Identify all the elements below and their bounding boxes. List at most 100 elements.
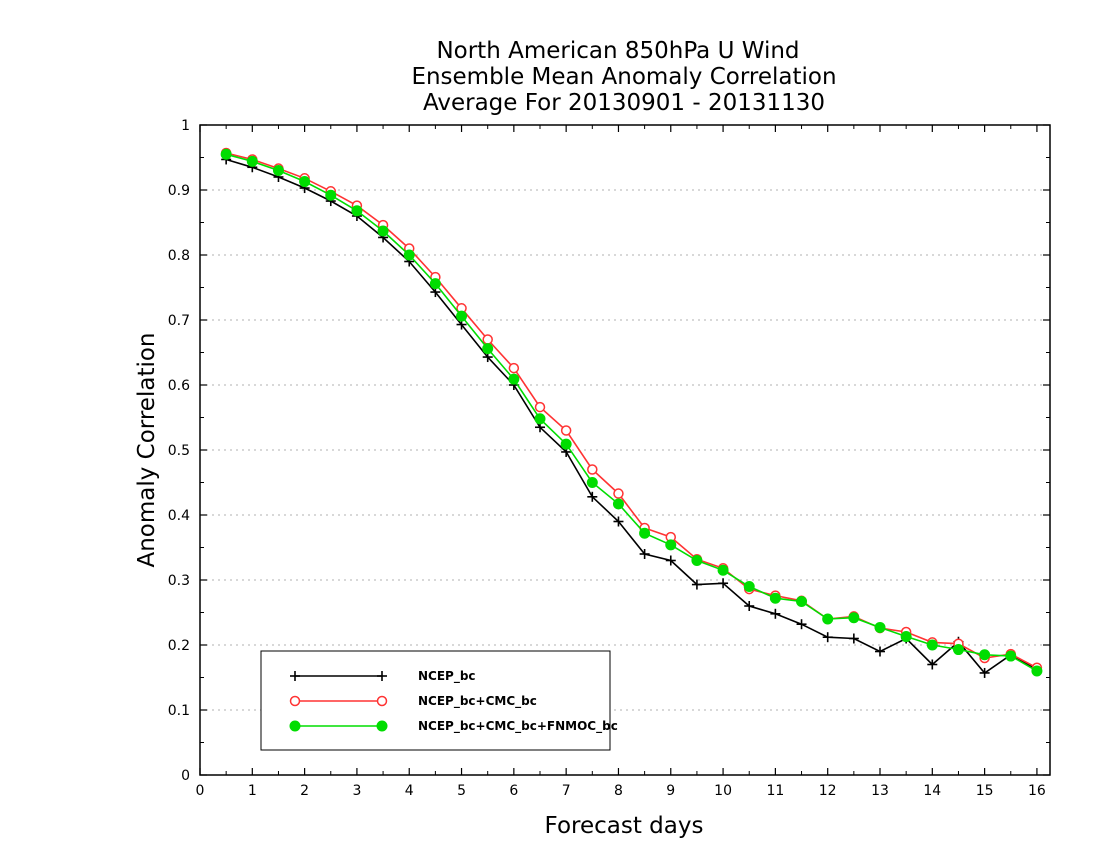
- data-point: [534, 401, 546, 413]
- data-point: [1005, 650, 1017, 662]
- data-point: [1031, 665, 1043, 677]
- data-point: [822, 632, 833, 643]
- x-tick-label: 4: [405, 783, 414, 799]
- data-point: [299, 176, 311, 188]
- y-tick-label: 0: [181, 768, 190, 784]
- series: [220, 147, 1043, 678]
- legend-label: NCEP_bc+CMC_bc: [418, 694, 537, 709]
- legend: NCEP_bc NCEP_bc+CMC_bc NCEP_bc+CMC_bc+FNMO…: [260, 650, 618, 751]
- data-point: [874, 621, 886, 633]
- title-line-3: Average For 20130901 - 20131130: [423, 90, 825, 116]
- data-point: [587, 491, 598, 502]
- title-line-1: North American 850hPa U Wind: [436, 38, 799, 64]
- series-line: [226, 152, 1038, 669]
- legend-marker: [376, 695, 388, 707]
- data-point: [796, 619, 807, 630]
- legend-marker: [376, 720, 388, 732]
- data-point: [979, 667, 990, 678]
- data-point: [691, 555, 703, 566]
- data-point: [508, 373, 520, 385]
- data-point: [560, 438, 572, 450]
- data-point: [403, 249, 415, 261]
- y-tick-label: 0.5: [168, 443, 190, 459]
- data-point: [482, 334, 493, 345]
- data-point: [848, 612, 860, 624]
- x-tick-label: 2: [300, 783, 309, 799]
- axes: 0 1 2 3 4 5 6 7 8 9 10 11 12 13 14 15 1600.10.20.30.40.5…: [168, 118, 1051, 799]
- data-point: [272, 165, 284, 176]
- data-point: [534, 413, 546, 425]
- x-tick-label: 1: [248, 783, 257, 799]
- data-point: [639, 549, 650, 559]
- x-tick-label: 11: [766, 783, 784, 799]
- x-tick-label: 9: [666, 783, 675, 799]
- series-1: [221, 154, 1042, 678]
- series-line: [225, 153, 1038, 672]
- x-tick-label: 8: [614, 783, 623, 799]
- legend-marker: [289, 720, 301, 732]
- y-tick-label: 0.4: [168, 508, 190, 524]
- data-point: [926, 639, 938, 651]
- data-point: [351, 205, 363, 217]
- data-point: [429, 278, 441, 290]
- legend-marker: [290, 671, 300, 681]
- grid: [200, 189, 1050, 711]
- y-tick-label: 0.8: [168, 248, 190, 264]
- y-axis-title: Anomaly Correlation: [134, 332, 160, 567]
- data-point: [848, 633, 859, 644]
- data-point: [952, 644, 964, 656]
- y-tick-label: 0.3: [168, 573, 190, 589]
- y-tick-label: 0.9: [168, 183, 190, 199]
- x-tick-label: 16: [1028, 783, 1046, 799]
- legend-label: NCEP_bc+CMC_bc+FNMOC_bc: [418, 719, 618, 734]
- x-axis-title: Forecast days: [545, 813, 704, 839]
- legend-item: NCEP_bc+CMC_bc+FNMOC_bc: [289, 719, 618, 734]
- data-point: [456, 310, 468, 322]
- data-point: [587, 464, 598, 475]
- data-point: [612, 498, 624, 510]
- data-point: [246, 155, 258, 167]
- data-point: [744, 601, 755, 611]
- x-tick-label: 13: [871, 783, 889, 799]
- data-point: [927, 659, 938, 670]
- data-point: [796, 595, 808, 607]
- data-point: [560, 425, 572, 436]
- data-point: [586, 477, 598, 488]
- data-point: [613, 488, 624, 499]
- series-3: [220, 148, 1043, 677]
- series-line: [225, 158, 1038, 675]
- legend-marker: [377, 671, 387, 681]
- data-point: [822, 613, 834, 625]
- y-tick-label: 0.7: [168, 313, 190, 329]
- data-point: [900, 631, 912, 643]
- data-point: [639, 527, 651, 539]
- data-point: [508, 362, 520, 374]
- x-tick-label: 3: [352, 783, 361, 799]
- legend-item: NCEP_bc+CMC_bc: [289, 694, 537, 709]
- chart-title: North American 850hPa U Wind Ensemble Me…: [411, 38, 836, 116]
- y-tick-label: 0.6: [168, 378, 190, 394]
- legend-item: NCEP_bc: [290, 669, 476, 684]
- x-tick-label: 7: [562, 783, 571, 799]
- x-tick-label: 15: [976, 783, 994, 799]
- data-point: [691, 579, 702, 590]
- data-point: [377, 225, 389, 237]
- data-point: [325, 189, 337, 201]
- data-point: [769, 592, 781, 604]
- data-point: [718, 578, 729, 589]
- data-point: [665, 555, 676, 566]
- x-tick-label: 0: [196, 783, 205, 799]
- y-tick-label: 0.1: [168, 703, 190, 719]
- data-point: [743, 581, 755, 592]
- data-point: [979, 649, 991, 661]
- data-point: [220, 148, 232, 160]
- data-point: [717, 564, 729, 576]
- x-tick-label: 6: [509, 783, 518, 799]
- x-tick-label: 10: [714, 783, 732, 799]
- legend-label: NCEP_bc: [418, 669, 476, 684]
- data-point: [770, 608, 781, 619]
- x-tick-label: 5: [457, 783, 466, 799]
- x-tick-label: 14: [923, 783, 941, 799]
